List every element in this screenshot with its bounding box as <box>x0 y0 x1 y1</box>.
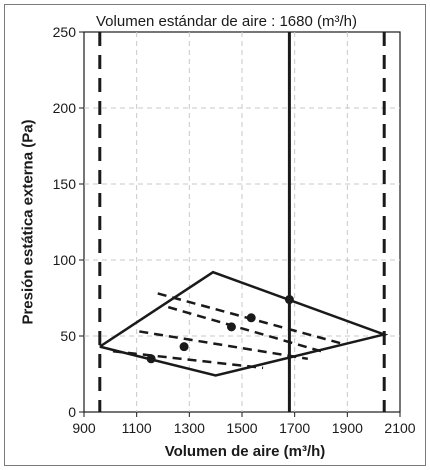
x-axis-label: Volumen de aire (m³/h) <box>164 443 326 460</box>
fan-curve <box>112 349 264 370</box>
x-tick-label: 1100 <box>122 420 152 436</box>
x-tick-label: 1500 <box>226 420 257 436</box>
data-point <box>246 313 256 323</box>
fan-curve <box>139 330 309 361</box>
chart-title: Volumen estándar de aire : 1680 (m³/h) <box>96 13 357 30</box>
x-tick-label: 900 <box>72 420 96 436</box>
grid-lines <box>84 32 400 412</box>
y-tick-label: 200 <box>53 100 77 116</box>
y-tick-label: 50 <box>60 328 76 344</box>
data-point <box>146 354 156 364</box>
chart-series <box>98 32 389 412</box>
y-tick-label: 250 <box>53 24 77 40</box>
chart-frame <box>4 4 426 466</box>
x-tick-label: 1900 <box>332 420 363 436</box>
data-point <box>179 342 189 352</box>
y-tick-label: 100 <box>53 252 77 268</box>
y-tick-label: 150 <box>53 176 77 192</box>
axis-ticks: 900 1100 1300 1500 1700 1900 2100 0 50 100 150 200 2… <box>53 24 416 436</box>
x-tick-label: 1300 <box>174 420 205 436</box>
x-tick-label: 2100 <box>384 420 415 436</box>
y-tick-label: 0 <box>68 404 76 420</box>
data-point <box>226 322 236 332</box>
fan-curve <box>167 305 322 353</box>
data-point <box>284 295 294 305</box>
x-tick-label: 1700 <box>279 420 310 436</box>
